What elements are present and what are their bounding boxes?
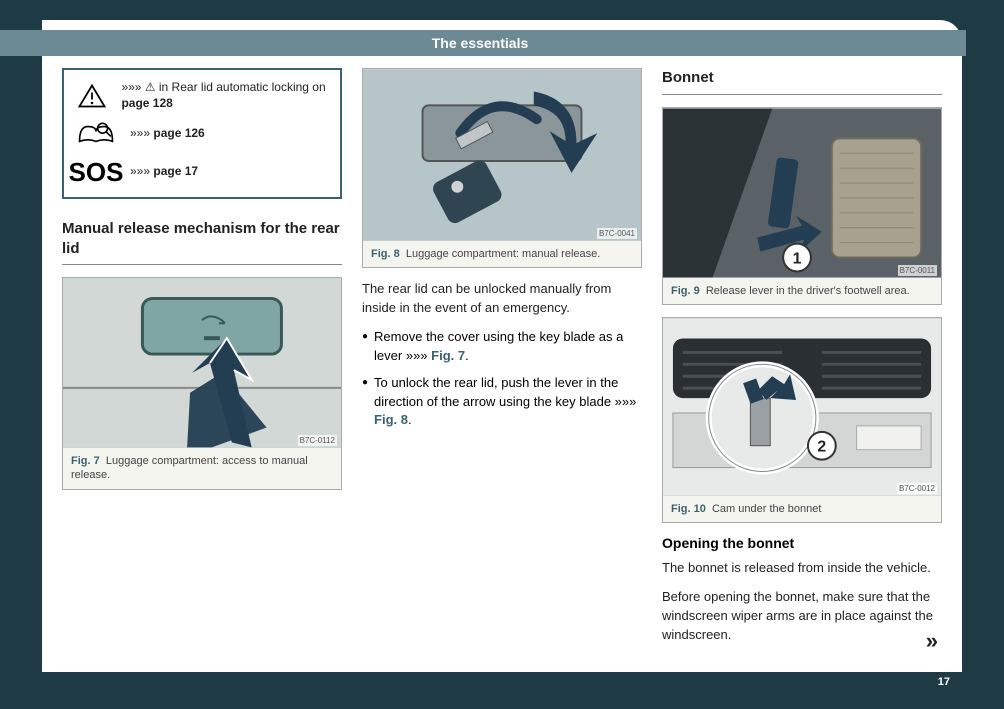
manual-page: The essentials »»» ⚠ in Rear lid automat… [42, 20, 962, 672]
sos-icon: SOS [74, 157, 118, 187]
svg-text:2: 2 [817, 438, 826, 455]
col2-bullet-2: To unlock the rear lid, push the lever i… [362, 374, 642, 431]
content-columns: »»» ⚠ in Rear lid automatic locking on p… [42, 20, 962, 672]
column-3: Bonnet 1 B7C-0011 Fig. 9 Release lever i… [662, 68, 942, 652]
figure-8-code: B7C-0041 [597, 228, 637, 239]
figure-9-code: B7C-0011 [898, 265, 937, 276]
info-text-sos: »»» page 17 [130, 164, 198, 180]
figure-10-code: B7C-0012 [897, 483, 937, 494]
info-text-warning: »»» ⚠ in Rear lid automatic locking on p… [121, 80, 330, 111]
figure-7-caption: Fig. 7 Luggage compartment: access to ma… [63, 448, 341, 489]
figure-10-image: 2 B7C-0012 [663, 318, 941, 496]
info-row-warning: »»» ⚠ in Rear lid automatic locking on p… [74, 80, 330, 111]
figure-8-image: B7C-0041 [363, 69, 641, 241]
figure-9: 1 B7C-0011 Fig. 9 Release lever in the d… [662, 107, 942, 305]
book-search-icon [74, 119, 118, 149]
figure-7-image: panel B7C-0112 [63, 278, 341, 448]
figure-7: panel B7C-0112 Fig. 7 Luggage compartmen… [62, 277, 342, 490]
figure-10: 2 B7C-0012 Fig. 10 Cam under the bonnet [662, 317, 942, 523]
figure-8: B7C-0041 Fig. 8 Luggage compartment: man… [362, 68, 642, 268]
continuation-mark: » [926, 628, 938, 654]
info-text-book: »»» page 126 [130, 126, 205, 142]
column-1: »»» ⚠ in Rear lid automatic locking on p… [62, 68, 342, 652]
warning-icon [74, 81, 109, 111]
section-title-bonnet: Bonnet [662, 68, 942, 95]
figure-10-caption: Fig. 10 Cam under the bonnet [663, 496, 941, 522]
info-row-sos: SOS »»» page 17 [74, 157, 330, 187]
svg-text:1: 1 [793, 250, 802, 267]
info-box: »»» ⚠ in Rear lid automatic locking on p… [62, 68, 342, 199]
subhead-opening-bonnet: Opening the bonnet [662, 535, 942, 551]
figure-9-image: 1 B7C-0011 [663, 108, 941, 278]
col2-para-1: The rear lid can be unlocked manually fr… [362, 280, 642, 318]
col3-para-1: The bonnet is released from inside the v… [662, 559, 942, 578]
section-title-manual-release: Manual release mechanism for the rear li… [62, 219, 342, 265]
header-bar: The essentials [0, 30, 966, 56]
figure-7-code: B7C-0112 [298, 435, 337, 446]
page-number: 17 [934, 674, 954, 690]
figure-9-caption: Fig. 9 Release lever in the driver's foo… [663, 278, 941, 304]
figure-8-caption: Fig. 8 Luggage compartment: manual relea… [363, 241, 641, 267]
info-row-book: »»» page 126 [74, 119, 330, 149]
column-2: B7C-0041 Fig. 8 Luggage compartment: man… [362, 68, 642, 652]
col3-para-2: Before opening the bonnet, make sure tha… [662, 588, 942, 645]
col2-bullet-1: Remove the cover using the key blade as … [362, 328, 642, 366]
